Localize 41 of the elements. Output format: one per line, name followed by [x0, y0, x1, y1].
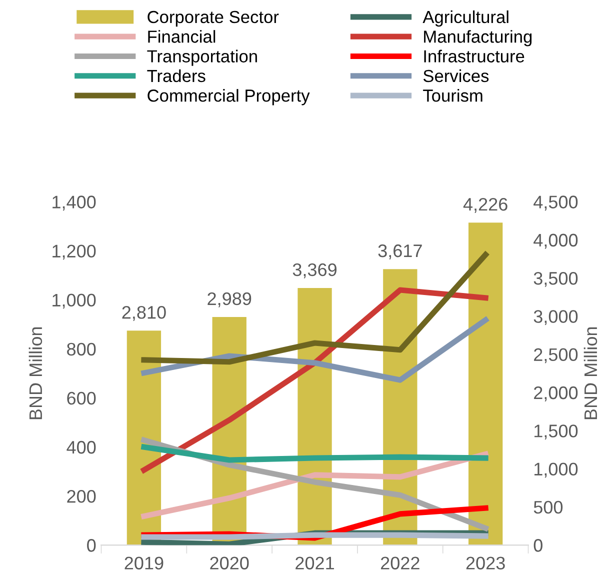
legend-label: Infrastructure	[424, 50, 524, 62]
legend-label: Transportation	[147, 50, 257, 66]
x-tick-label: 2022	[380, 556, 420, 570]
y2-tick-label: 1,000	[534, 462, 578, 478]
x-tick-label: 2023	[466, 556, 505, 570]
y-tick-label: 1,000	[52, 294, 96, 309]
legend-label: Manufacturing	[424, 30, 532, 46]
y2-tick-label: 3,500	[534, 272, 578, 287]
data-label: 3,369	[292, 263, 336, 278]
x-tick-label: 2019	[124, 556, 164, 570]
legend-label: Tourism	[423, 89, 482, 102]
data-label: 4,226	[463, 198, 508, 213]
data-label: 2,810	[122, 306, 166, 321]
y2-tick-label: 500	[534, 500, 563, 514]
y2-axis-title: BND Million	[584, 327, 598, 420]
bar	[468, 222, 503, 546]
data-label: 2,989	[208, 292, 252, 308]
legend-label: Traders	[147, 69, 206, 82]
y-tick-label: 800	[67, 342, 96, 356]
y-tick-label: 1,400	[52, 196, 96, 211]
legend-label: Corporate Sector	[148, 10, 279, 27]
y2-tick-label: 1,500	[534, 424, 578, 440]
y-tick-label: 1,200	[52, 244, 96, 260]
legend-label: Financial	[148, 30, 216, 43]
y2-tick-label: 3,000	[534, 310, 578, 326]
y2-tick-label: 4,500	[534, 196, 578, 211]
y2-tick-label: 0	[534, 539, 542, 552]
y-tick-label: 400	[66, 440, 96, 454]
y-tick-label: 600	[67, 392, 96, 405]
y-tick-label: 0	[87, 539, 96, 552]
y2-tick-label: 2,500	[534, 348, 578, 364]
y2-tick-label: 4,000	[534, 234, 578, 249]
legend-label: Commercial Property	[148, 89, 310, 106]
legend-label: Agricultural	[422, 10, 508, 27]
x-tick-label: 2021	[296, 556, 334, 570]
y2-tick-label: 2,000	[534, 386, 578, 402]
legend-label: Services	[423, 69, 489, 82]
data-label: 3,617	[378, 244, 422, 260]
y-axis-title: BND Million	[28, 327, 42, 420]
y-tick-label: 200	[67, 490, 96, 503]
x-tick-label: 2020	[210, 556, 249, 570]
